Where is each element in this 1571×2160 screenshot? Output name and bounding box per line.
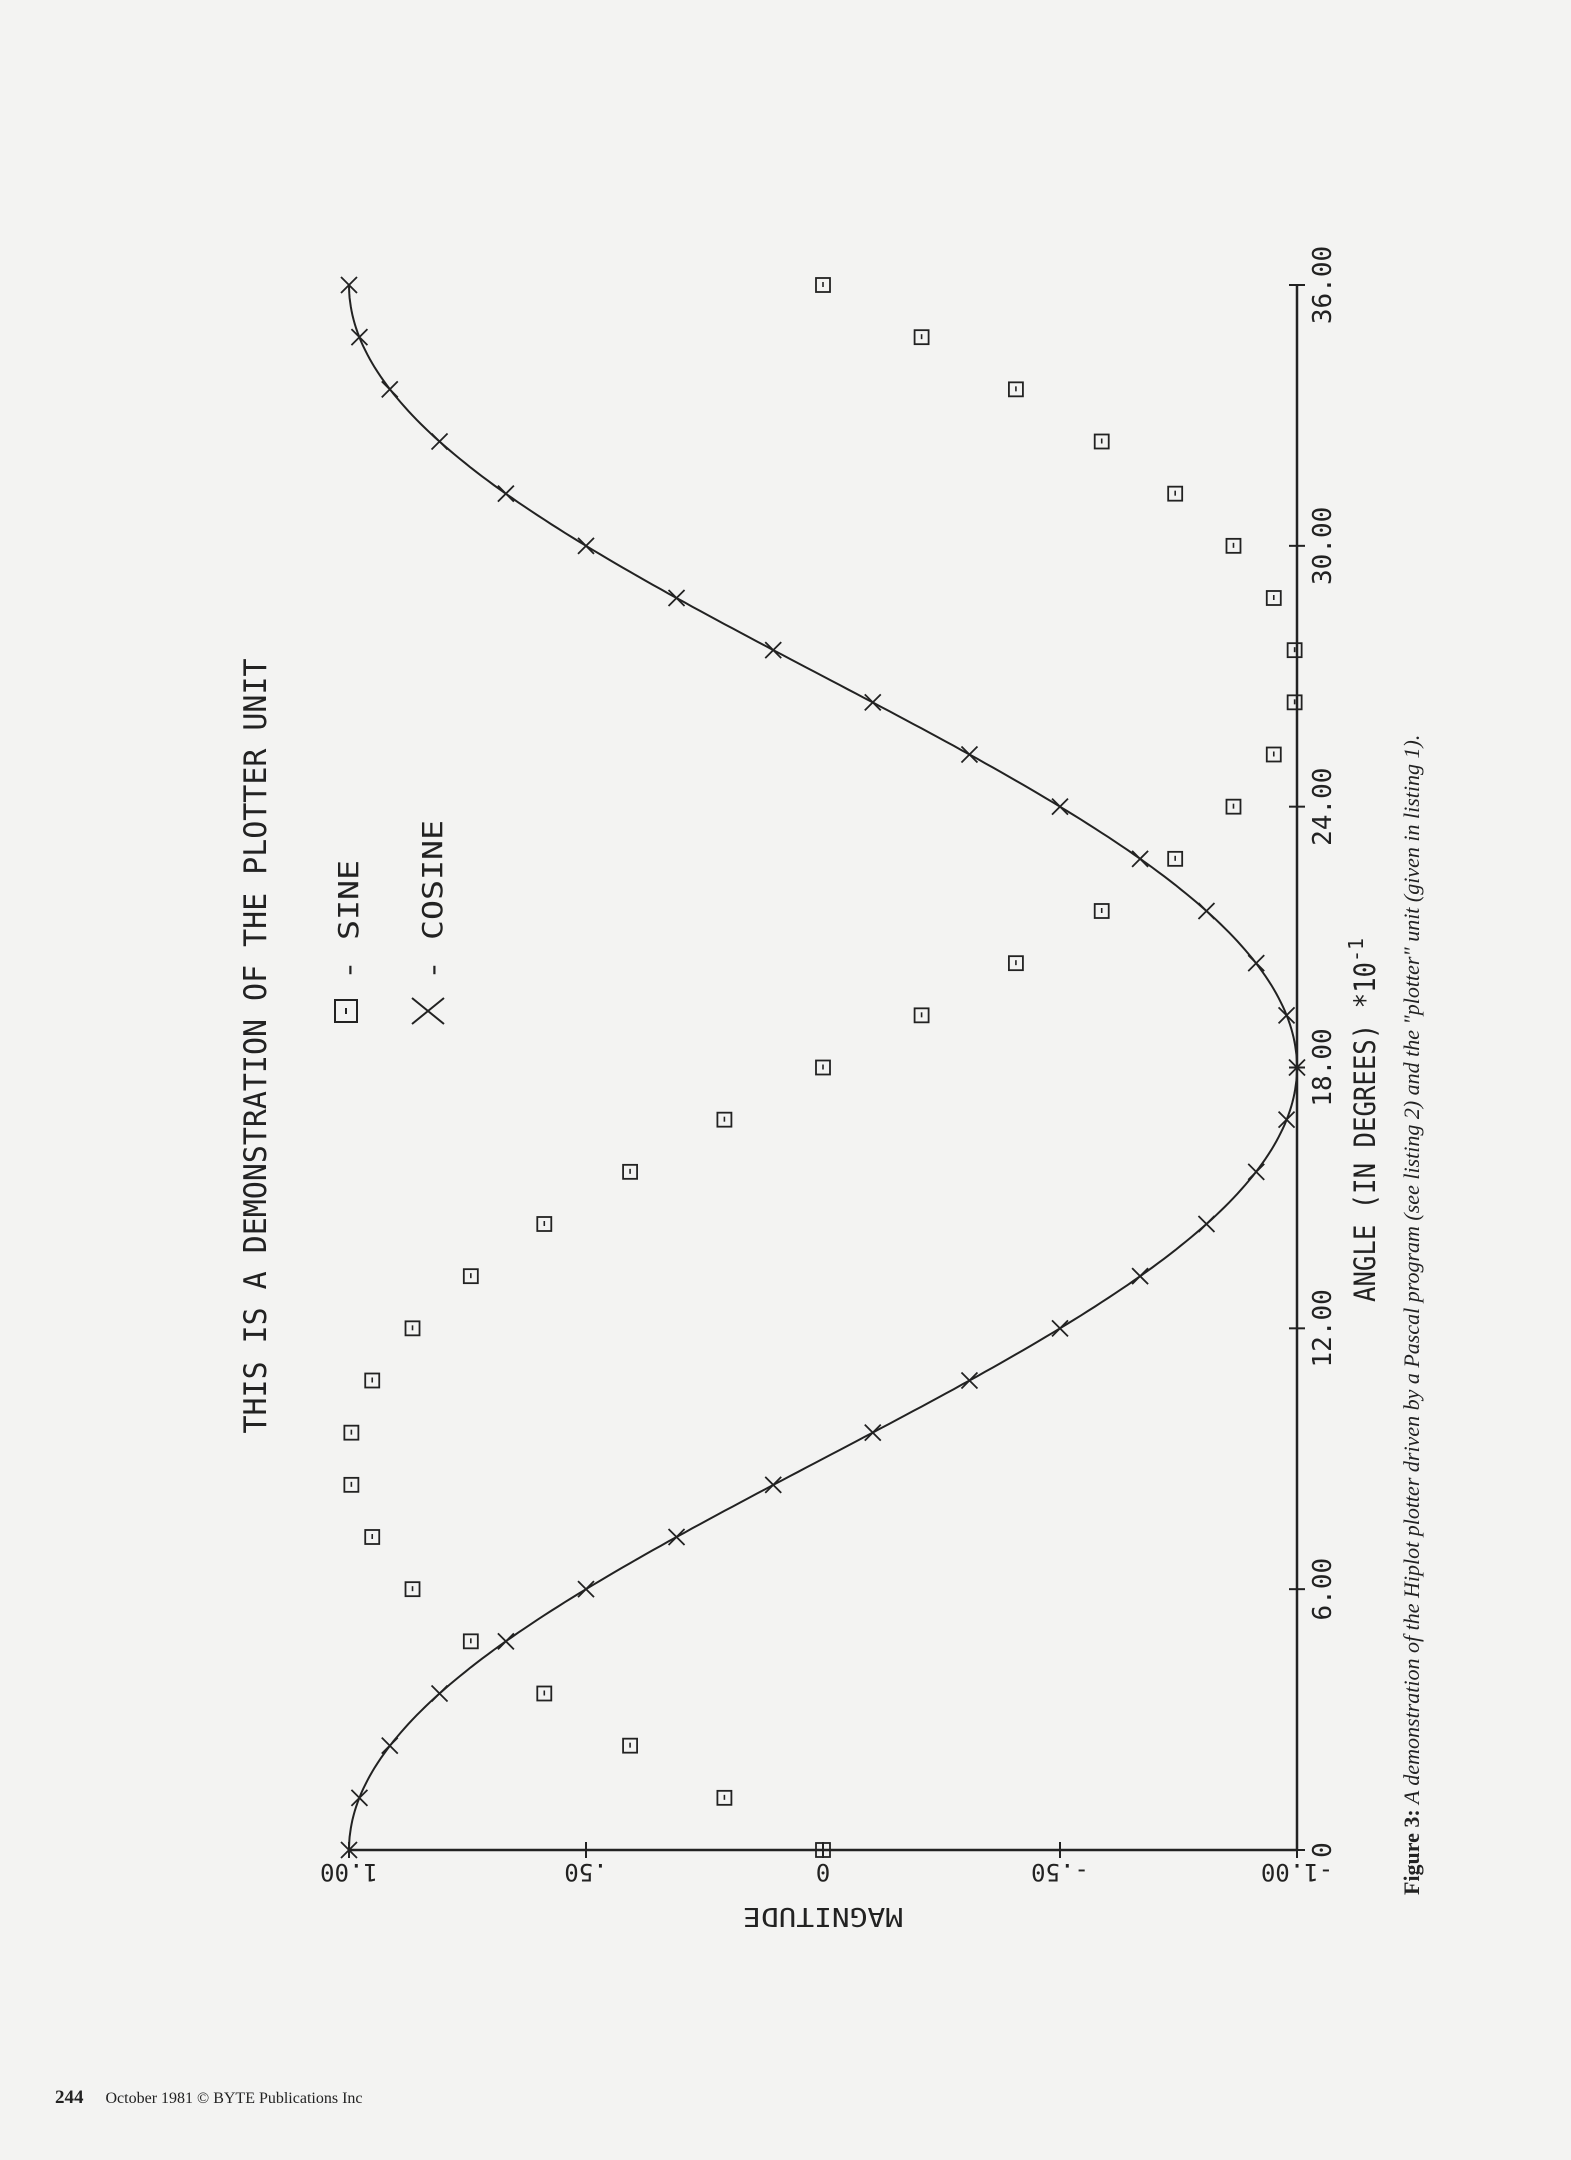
sine-point: [1093, 903, 1110, 919]
sine-point: [1286, 694, 1303, 711]
sine-point: [1167, 485, 1184, 502]
cosine-point: [350, 1789, 369, 1807]
sine-point: [1265, 590, 1282, 606]
x-tick-label: 12.00: [1308, 1289, 1338, 1367]
sine-point: [364, 1372, 381, 1389]
sine-point: [913, 1007, 930, 1024]
sine-point: [913, 329, 930, 346]
sine-point: [462, 1633, 479, 1650]
cosine-point: [430, 1684, 449, 1703]
y-tick-label: .50: [564, 1858, 607, 1886]
x-axis-label: ANGLE (IN DEGREES) *10-1: [1344, 938, 1382, 1302]
x-tick-label: 24.00: [1308, 768, 1338, 846]
y-tick-label: 0: [816, 1858, 830, 1886]
y-tick-label: -1.00: [1261, 1858, 1333, 1886]
cosine-point: [381, 1737, 399, 1755]
cosine-point: [1197, 902, 1216, 920]
cosine-point: [340, 276, 358, 294]
sine-point: [1265, 746, 1282, 763]
cosine-point: [340, 1841, 358, 1859]
x-tick-label: 36.00: [1308, 246, 1338, 324]
figure-caption-text: A demonstration of the Hiplot plotter dr…: [1399, 735, 1424, 1810]
sine-point: [622, 1163, 638, 1180]
x-axis-label-exponent: -1: [1344, 938, 1368, 962]
cosine-point: [430, 432, 449, 451]
cosine-point: [1051, 1319, 1069, 1337]
y-axis-label: MAGNITUDE: [743, 1901, 903, 1931]
cosine-point: [667, 1528, 686, 1546]
cosine-point: [1277, 1006, 1296, 1024]
cosine-point: [864, 1424, 882, 1442]
sine-point: [1008, 381, 1024, 398]
sine-point: [1093, 433, 1110, 450]
cosine-point: [764, 1476, 782, 1494]
sine-point: [716, 1111, 733, 1128]
cosine-point: [1277, 1111, 1296, 1129]
y-tick-label: -.50: [1031, 1858, 1089, 1886]
sine-point: [462, 1268, 479, 1285]
x-tick-label: 18.00: [1308, 1028, 1338, 1106]
legend-cosine-marker: [411, 997, 445, 1025]
cosine-point: [577, 537, 595, 555]
figure-caption: Figure 3: A demonstration of the Hiplot …: [1399, 735, 1424, 1895]
y-tick-label: 1.00: [320, 1858, 378, 1886]
cosine-point: [864, 693, 882, 711]
sine-point: [404, 1320, 421, 1337]
figure-caption-label: Figure 3:: [1399, 1809, 1424, 1895]
cosine-point: [1247, 954, 1265, 972]
cosine-point: [497, 1632, 515, 1650]
chart-title: THIS IS A DEMONSTRATION OF THE PLOTTER U…: [238, 659, 274, 1434]
legend-cosine-label: - COSINE: [416, 820, 449, 980]
x-tick-label: 0: [1308, 1842, 1338, 1858]
cosine-point: [764, 641, 782, 659]
sine-point: [815, 1842, 831, 1858]
cosine-point: [1288, 1058, 1306, 1077]
page-footer: 244 October 1981 © BYTE Publications Inc: [55, 2087, 363, 2109]
sine-point: [1008, 955, 1024, 972]
cosine-point: [960, 1371, 979, 1390]
sine-point: [364, 1529, 381, 1545]
cosine-point: [350, 328, 369, 346]
sine-point: [716, 1789, 733, 1806]
sine-point: [815, 277, 831, 293]
cosine-point: [1247, 1163, 1265, 1181]
footer-text: October 1981 © BYTE Publications Inc: [105, 2090, 363, 2107]
chart: 0 6.00 12.00 18.00 24.00 30.00 36.00 -1.00 -.50…: [238, 246, 1424, 1931]
cosine-point: [1051, 798, 1069, 816]
cosine-point: [960, 745, 979, 764]
sine-point: [1167, 850, 1184, 867]
cosine-point: [381, 380, 399, 398]
sine-point: [536, 1685, 553, 1702]
sine-point: [815, 1059, 831, 1076]
cosine-point: [1131, 1267, 1149, 1285]
legend: - SINE - COSINE: [332, 820, 449, 1025]
cosine-point: [1131, 850, 1149, 868]
sine-point: [1225, 798, 1242, 815]
x-tick-label: 6.00: [1308, 1558, 1338, 1621]
cosine-point: [667, 589, 686, 607]
x-tick-label: 30.00: [1308, 507, 1338, 585]
cosine-point: [577, 1580, 595, 1598]
sine-point: [536, 1216, 553, 1232]
sine-point: [1225, 537, 1242, 554]
sine-point: [343, 1476, 360, 1493]
sine-point: [622, 1737, 638, 1754]
sine-point: [343, 1424, 360, 1441]
cosine-point: [1197, 1215, 1216, 1233]
legend-sine-label: - SINE: [332, 860, 365, 980]
legend-sine-marker: [334, 999, 358, 1023]
page-number: 244: [55, 2087, 84, 2108]
x-axis-label-text: ANGLE (IN DEGREES) *10: [1348, 962, 1382, 1302]
sine-point: [1286, 642, 1303, 659]
sine-point: [404, 1581, 421, 1598]
cosine-point: [497, 485, 515, 503]
